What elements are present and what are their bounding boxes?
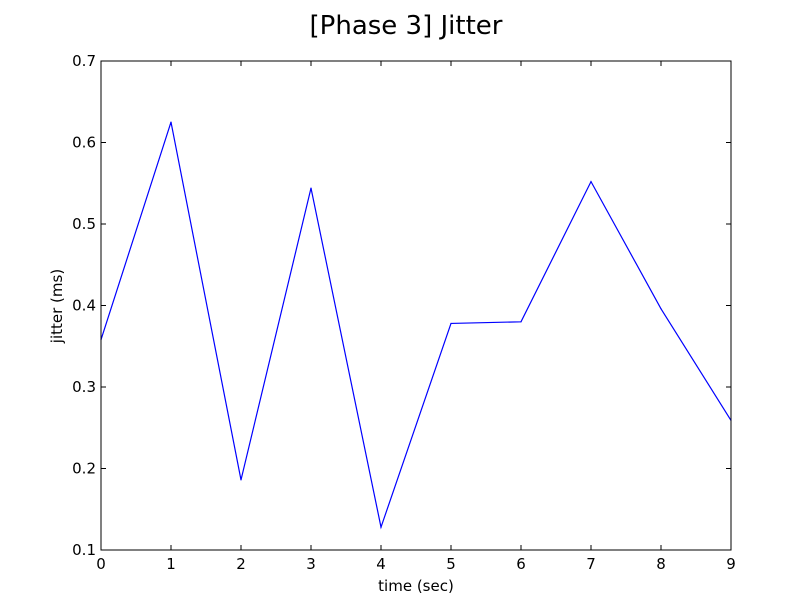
x-tick-label: 6 [516,555,526,573]
data-point [520,321,522,323]
x-tick-label: 2 [236,555,246,573]
y-tick-label: 0.2 [72,460,96,478]
data-point [450,322,452,325]
x-tick-label: 0 [96,555,106,573]
y-tick-label: 0.1 [72,541,96,559]
x-tick-label: 7 [586,555,596,573]
series-line-jitter [100,121,732,530]
x-tick-label: 8 [656,555,666,573]
x-tick-label: 1 [166,555,176,573]
y-tick-label: 0.4 [72,297,96,315]
y-tick-label: 0.7 [72,52,96,70]
x-axis-label: time (sec) [378,577,454,595]
data-point [590,181,592,183]
y-tick-label: 0.6 [72,134,96,152]
axis-ticks: 0 1 2 3 4 5 6 7 8 9 0.1 0.2 0.3 0.4 0.5 0.6 0.7 [72,52,736,573]
x-tick-label: 3 [306,555,316,573]
data-point [660,308,662,310]
data-point [380,526,382,528]
plot-area-frame [100,60,732,551]
x-tick-label: 5 [446,555,456,573]
y-axis-label: jitter (ms) [48,269,66,344]
data-point [310,187,312,189]
series-layer [100,121,732,530]
x-tick-label: 9 [726,555,736,573]
y-tick-label: 0.5 [72,215,96,233]
y-tick-label: 0.3 [72,378,96,396]
data-point [240,479,242,481]
data-point [170,121,172,123]
x-tick-label: 4 [376,555,386,573]
chart-title: [Phase 3] Jitter [310,11,503,41]
